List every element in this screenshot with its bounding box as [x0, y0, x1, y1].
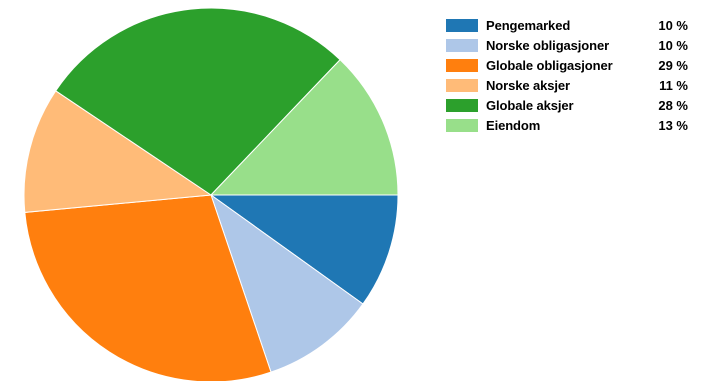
legend-value: 13 %: [658, 117, 688, 133]
legend-swatch: [446, 78, 478, 92]
legend-swatch: [446, 98, 478, 112]
legend-label: Globale obligasjoner: [486, 57, 613, 73]
pie-slice-eiendom: [209, 59, 399, 196]
legend-item: Pengemarked 10 %: [446, 15, 696, 35]
pie-slice-norske-aksjer: [23, 90, 213, 213]
pie-slice-globale-aksjer: [55, 7, 341, 196]
legend-item: Eiendom 13 %: [446, 115, 696, 135]
legend-value: 11 %: [659, 77, 688, 93]
legend-value: 28 %: [658, 97, 688, 113]
pie-slice-norske-obligasjoner: [210, 193, 364, 373]
legend-value: 10 %: [658, 37, 688, 53]
legend-swatch: [446, 58, 478, 72]
legend-value: 29 %: [658, 57, 688, 73]
pie-slice-pengemarked: [209, 194, 399, 305]
legend-swatch: [446, 118, 478, 132]
legend-item: Globale obligasjoner 29 %: [446, 55, 696, 75]
legend-item: Norske obligasjoner 10 %: [446, 35, 696, 55]
legend-label: Norske obligasjoner: [486, 37, 610, 53]
legend-swatch: [446, 38, 478, 52]
chart-legend: Pengemarked 10 % Norske obligasjoner 10 % Gl…: [446, 15, 696, 135]
legend-value: 10 %: [658, 17, 688, 33]
legend-label: Pengemarked: [486, 17, 571, 33]
legend-label: Globale aksjer: [486, 97, 574, 113]
legend-swatch: [446, 18, 478, 32]
legend-item: Norske aksjer 11 %: [446, 75, 696, 95]
legend-label: Eiendom: [486, 117, 541, 133]
legend-item: Globale aksjer 28 %: [446, 95, 696, 115]
legend-label: Norske aksjer: [486, 77, 570, 93]
